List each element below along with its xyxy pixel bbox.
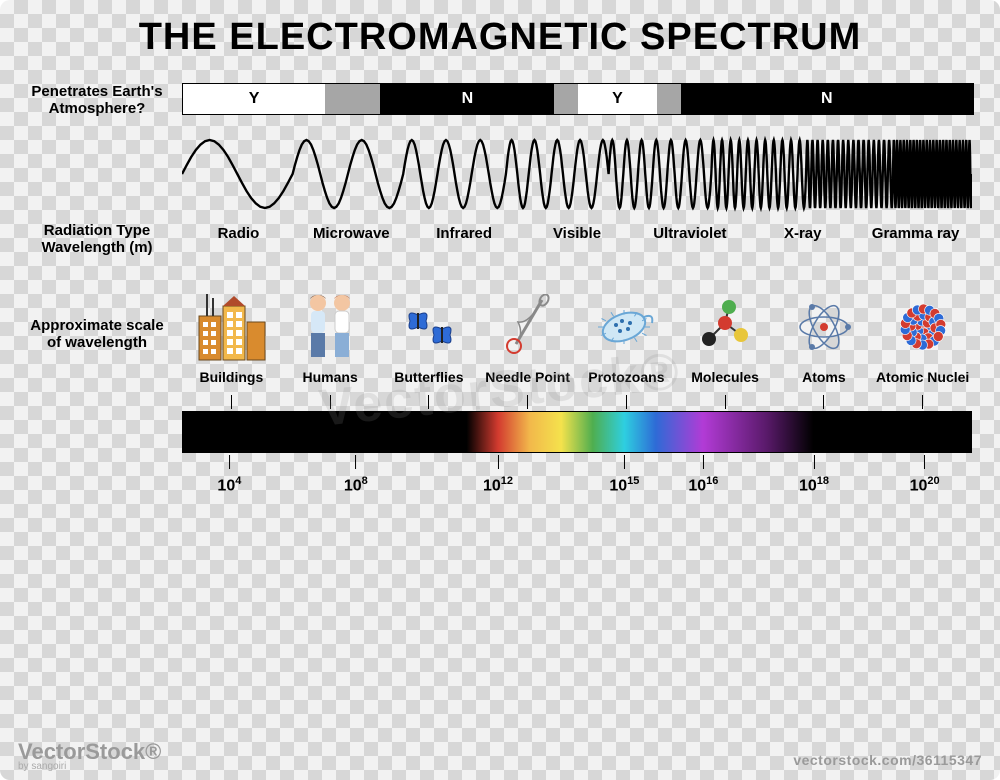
radiation-type: Radio — [182, 219, 295, 259]
molecules-icon — [695, 291, 755, 363]
penetrates-segment: Y — [183, 84, 325, 114]
scale-tick — [922, 395, 923, 409]
scale-caption: Buildings — [199, 369, 263, 389]
humans-icon — [300, 291, 360, 363]
scale-tick — [231, 395, 232, 409]
scale-caption: Atoms — [802, 369, 846, 389]
radiation-type: Visible — [521, 219, 634, 259]
scale-tick — [626, 395, 627, 409]
frequency-ticks: 104 108 1012 1015 1016 1018 1020 — [182, 455, 972, 515]
buildings-icon — [193, 291, 269, 363]
penetrates-segment — [657, 84, 681, 114]
scale-label: Approximate scaleof wavelength — [22, 317, 172, 352]
wave-row — [22, 129, 978, 219]
radiation-label: Radiation TypeWavelength (m) — [22, 222, 172, 257]
frequency-tick: 1018 — [799, 455, 829, 495]
frequency-tick: 1020 — [910, 455, 940, 495]
frequency-ticks-row: 104 108 1012 1015 1016 1018 1020 — [22, 455, 978, 515]
radiation-type-row: Radiation TypeWavelength (m) RadioMicrow… — [22, 219, 978, 259]
scale-item: Molecules — [676, 259, 775, 409]
scale-tick — [330, 395, 331, 409]
frequency-tick: 1015 — [609, 455, 639, 495]
frequency-tick: 104 — [217, 455, 241, 495]
butterflies-icon — [396, 291, 462, 363]
nuclei-icon — [894, 291, 952, 363]
scale-row: Approximate scaleof wavelength Buildings — [22, 259, 978, 409]
scale-item: Needle Point — [478, 259, 577, 409]
frequency-tick: 1012 — [483, 455, 513, 495]
frequency-tick: 1016 — [688, 455, 718, 495]
scale-caption: Molecules — [691, 369, 759, 389]
protozoans-icon — [594, 291, 658, 363]
scale-tick — [725, 395, 726, 409]
scale-caption: Butterflies — [394, 369, 463, 389]
penetrates-row: Penetrates Earth'sAtmosphere? YNYN — [22, 71, 978, 129]
scale-caption: Protozoans — [588, 369, 664, 389]
radiation-type: Ultraviolet — [633, 219, 746, 259]
radiation-type: Microwave — [295, 219, 408, 259]
penetrates-segment: N — [380, 84, 554, 114]
spectrum-row — [22, 411, 978, 455]
diagram-title: THE ELECTROMAGNETIC SPECTRUM — [22, 16, 978, 59]
needle-icon — [498, 291, 558, 363]
diagram-container: THE ELECTROMAGNETIC SPECTRUM Penetrates … — [0, 0, 1000, 780]
penetrates-segment — [325, 84, 380, 114]
scale-caption: Needle Point — [485, 369, 570, 389]
scale-item: Butterflies — [380, 259, 479, 409]
penetrates-bar: YNYN — [182, 83, 974, 115]
scale-items: Buildings Humans Butterflies — [182, 259, 972, 409]
scale-caption: Atomic Nuclei — [876, 369, 969, 389]
atoms-icon — [794, 291, 854, 363]
radiation-type: Gramma ray — [859, 219, 972, 259]
spectrum-bar — [182, 411, 972, 453]
frequency-tick: 108 — [344, 455, 368, 495]
scale-caption: Humans — [303, 369, 358, 389]
penetrates-label: Penetrates Earth'sAtmosphere? — [22, 83, 172, 118]
radiation-type: Infrared — [408, 219, 521, 259]
scale-item: Humans — [281, 259, 380, 409]
scale-item: Atoms — [775, 259, 874, 409]
scale-tick — [823, 395, 824, 409]
watermark-bottom-left: VectorStock® by sangoiri — [18, 739, 161, 772]
scale-item: Atomic Nuclei — [873, 259, 972, 409]
wave-graphic — [182, 129, 972, 219]
penetrates-segment: N — [681, 84, 973, 114]
scale-tick — [428, 395, 429, 409]
scale-item: Protozoans — [577, 259, 676, 409]
penetrates-segment — [554, 84, 578, 114]
radiation-labels: RadioMicrowaveInfraredVisibleUltraviolet… — [182, 219, 972, 259]
penetrates-segment: Y — [578, 84, 657, 114]
watermark-bottom-right: vectorstock.com/36115347 — [793, 752, 982, 768]
radiation-type: X-ray — [746, 219, 859, 259]
scale-item: Buildings — [182, 259, 281, 409]
scale-tick — [527, 395, 528, 409]
